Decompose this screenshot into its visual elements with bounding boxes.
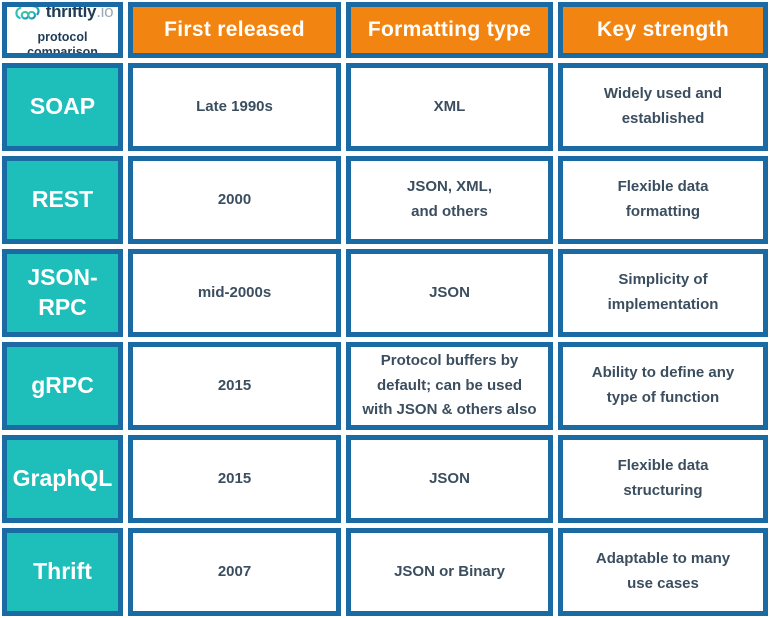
formatting-type-cell-graphql: JSON: [346, 435, 553, 523]
tagline-line-2: comparison: [27, 45, 98, 58]
first-released-cell-soap: Late 1990s: [128, 63, 341, 151]
formatting-type-cell-grpc: Protocol buffers by default; can be used…: [346, 342, 553, 430]
column-header-formatting-type: Formatting type: [346, 2, 553, 58]
key-strength-cell-soap: Widely used and established: [558, 63, 768, 151]
column-header-first-released: First released: [128, 2, 341, 58]
cloud-infinity-icon: [15, 7, 40, 20]
tagline-line-1: protocol: [37, 30, 88, 44]
formatting-type-cell-thrift: JSON or Binary: [346, 528, 553, 616]
formatting-type-cell-soap: XML: [346, 63, 553, 151]
key-strength-cell-rest: Flexible data formatting: [558, 156, 768, 244]
formatting-type-cell-json-rpc: JSON: [346, 249, 553, 337]
protocol-name-cell-json-rpc: JSON-RPC: [2, 249, 123, 337]
first-released-cell-json-rpc: mid-2000s: [128, 249, 341, 337]
brand-name: thriftly.io: [45, 2, 114, 22]
brand-name-bold: thriftly: [45, 2, 97, 21]
brand-logo: thriftly.io: [12, 2, 114, 24]
first-released-cell-thrift: 2007: [128, 528, 341, 616]
protocol-name-cell-graphql: GraphQL: [2, 435, 123, 523]
key-strength-cell-graphql: Flexible data structuring: [558, 435, 768, 523]
first-released-cell-graphql: 2015: [128, 435, 341, 523]
formatting-type-cell-rest: JSON, XML, and others: [346, 156, 553, 244]
column-header-key-strength: Key strength: [558, 2, 768, 58]
protocol-name-cell-soap: SOAP: [2, 63, 123, 151]
key-strength-cell-grpc: Ability to define any type of function: [558, 342, 768, 430]
logo-cell: thriftly.io protocol comparison: [2, 2, 123, 58]
first-released-cell-grpc: 2015: [128, 342, 341, 430]
brand-name-suffix: .io: [96, 2, 114, 21]
first-released-cell-rest: 2000: [128, 156, 341, 244]
protocol-name-cell-rest: REST: [2, 156, 123, 244]
key-strength-cell-json-rpc: Simplicity of implementation: [558, 249, 768, 337]
protocol-name-cell-thrift: Thrift: [2, 528, 123, 616]
brand-tagline: protocol comparison: [27, 30, 98, 58]
protocol-name-cell-grpc: gRPC: [2, 342, 123, 430]
key-strength-cell-thrift: Adaptable to many use cases: [558, 528, 768, 616]
